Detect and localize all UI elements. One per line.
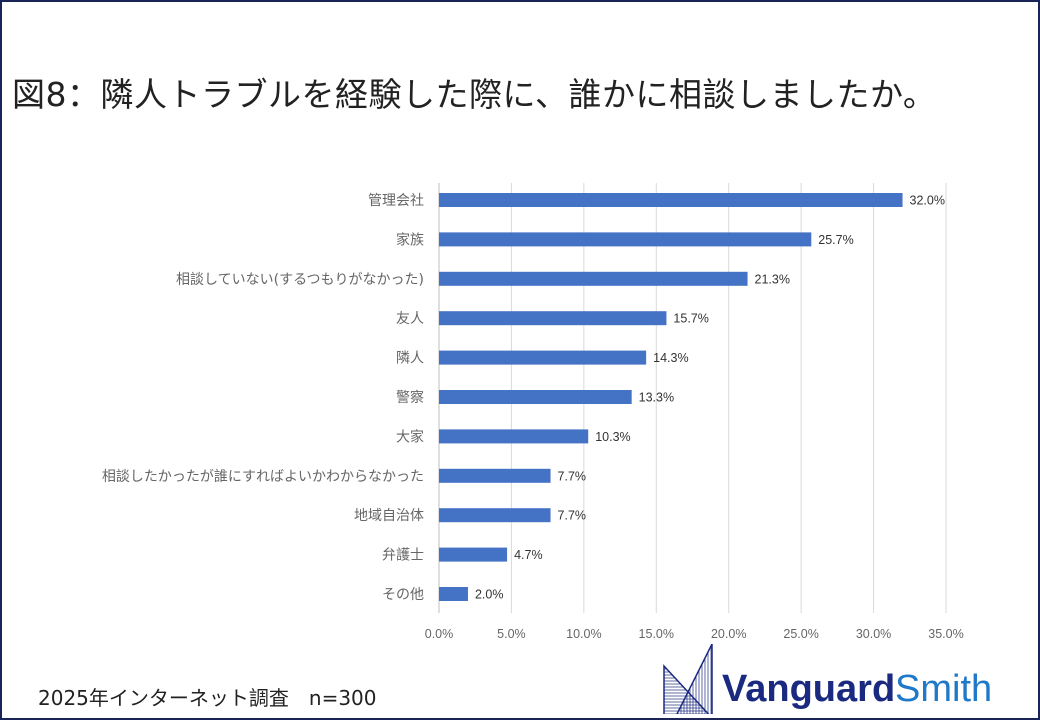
x-tick-label: 35.0% xyxy=(928,627,963,641)
data-label: 13.3% xyxy=(639,391,674,405)
category-label: 管理会社 xyxy=(368,193,424,209)
logo-secondary-text: Smith xyxy=(895,668,993,710)
x-tick-label: 5.0% xyxy=(497,627,526,641)
category-label: その他 xyxy=(382,587,424,603)
x-tick-label: 0.0% xyxy=(425,627,454,641)
data-label: 14.3% xyxy=(653,351,688,365)
category-label: 家族 xyxy=(396,231,424,248)
data-label: 2.0% xyxy=(475,588,504,602)
x-tick-label: 20.0% xyxy=(711,627,746,641)
bar xyxy=(439,468,551,483)
bar xyxy=(439,429,589,444)
data-label: 25.7% xyxy=(818,233,853,247)
category-label: 相談していない(するつもりがなかった) xyxy=(176,272,424,288)
bar xyxy=(439,587,468,601)
bar xyxy=(439,350,647,365)
bar xyxy=(439,508,551,523)
data-label: 7.7% xyxy=(558,509,587,523)
category-label: 警察 xyxy=(396,389,424,406)
survey-note: 2025年インターネット調査 n=300 xyxy=(38,686,377,710)
bar xyxy=(439,390,632,404)
x-tick-label: 10.0% xyxy=(566,627,601,641)
category-label: 友人 xyxy=(396,311,424,327)
x-tick-label: 25.0% xyxy=(783,627,818,641)
data-label: 10.3% xyxy=(595,430,630,444)
data-label: 15.7% xyxy=(673,312,708,326)
chart-title: 図8：隣人トラブルを経験した際に、誰かに相談しましたか。 xyxy=(12,75,937,114)
category-label: 相談したかったが誰にすればよいかわからなかった xyxy=(102,469,424,485)
logo-primary-text: Vanguard xyxy=(722,668,896,710)
x-tick-label: 30.0% xyxy=(856,627,891,641)
bar xyxy=(439,232,812,247)
category-label: 隣人 xyxy=(396,351,424,367)
data-label: 21.3% xyxy=(755,272,790,286)
vanguard-smith-logo: Vanguard Smith xyxy=(660,644,1030,714)
bar xyxy=(439,547,508,562)
data-label: 4.7% xyxy=(514,548,543,562)
data-label: 7.7% xyxy=(558,469,587,483)
logo-mark-icon xyxy=(663,644,713,714)
category-label: 大家 xyxy=(396,428,424,445)
category-label: 地域自治体 xyxy=(354,508,424,524)
category-label: 弁護士 xyxy=(382,548,424,564)
bar xyxy=(439,271,748,286)
bar xyxy=(439,311,667,326)
data-label: 32.0% xyxy=(910,194,945,208)
bar xyxy=(439,193,903,207)
x-tick-label: 15.0% xyxy=(639,627,674,641)
